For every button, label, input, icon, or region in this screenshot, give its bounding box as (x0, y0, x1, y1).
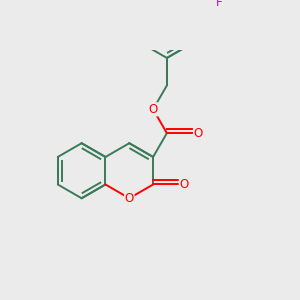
Text: O: O (194, 127, 203, 140)
Text: O: O (179, 178, 189, 191)
Text: O: O (148, 103, 158, 116)
Text: F: F (216, 0, 222, 9)
Text: O: O (125, 192, 134, 205)
